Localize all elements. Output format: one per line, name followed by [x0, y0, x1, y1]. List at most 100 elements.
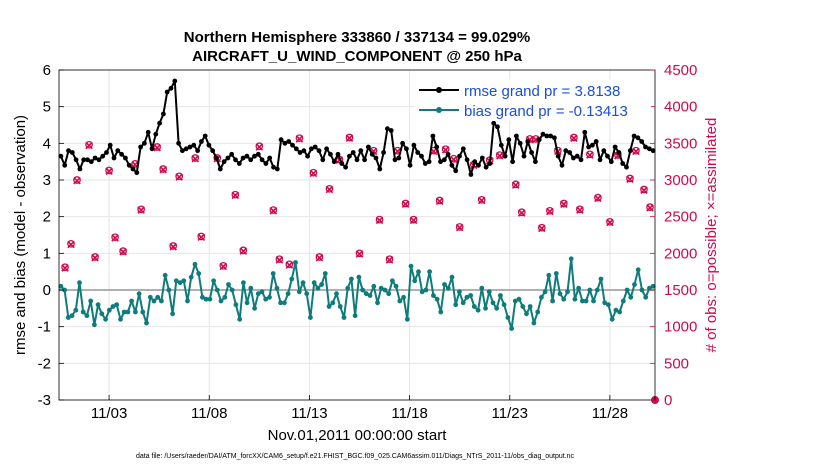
rmse-point — [88, 159, 94, 165]
rmse-point — [422, 161, 428, 166]
rmse-point — [92, 155, 98, 161]
rmse-point — [180, 148, 185, 154]
obs-x-stroke — [255, 143, 264, 151]
bias-point — [434, 296, 440, 302]
obs-x-stroke — [169, 242, 177, 251]
rmse-point — [210, 148, 216, 154]
bias-point — [244, 300, 250, 306]
bias-point — [401, 294, 406, 300]
bias-point — [222, 294, 228, 300]
bias-point — [133, 309, 138, 315]
bias-point — [188, 274, 194, 280]
obs-assimilated-point — [67, 240, 75, 249]
obs-x-stroke — [91, 253, 99, 262]
y-tick-label-5: 2 — [43, 209, 51, 226]
rmse-point — [191, 142, 197, 148]
rmse-point — [464, 157, 470, 163]
obs-x-stroke — [532, 135, 540, 144]
bias-point — [282, 300, 287, 306]
bias-point — [606, 302, 611, 308]
rmse-point — [479, 155, 485, 161]
bias-point — [550, 298, 555, 304]
obs-possible-point — [606, 217, 614, 226]
obs-x-stroke — [606, 218, 614, 227]
bias-point — [252, 305, 257, 311]
obs-assimilated-point — [606, 218, 614, 227]
obs-possible-point — [640, 185, 648, 194]
rmse-point — [142, 140, 147, 146]
obs-possible-point — [269, 206, 278, 214]
obs-assimilated-point — [512, 181, 520, 189]
x-tick-label-5: 11/28 — [592, 405, 628, 422]
rmse-point — [373, 155, 379, 161]
bias-point — [345, 285, 351, 291]
bias-point — [356, 274, 362, 280]
bias-point — [542, 289, 548, 295]
bias-point — [203, 296, 209, 302]
bias-series — [58, 256, 656, 331]
bias-point — [427, 269, 432, 275]
obs-assimilated-point — [477, 196, 486, 205]
obs-possible-point — [85, 140, 93, 149]
bias-point — [445, 285, 451, 291]
rmse-point — [206, 142, 212, 148]
bias-point — [587, 287, 593, 293]
obs-possible-point — [231, 190, 240, 199]
bias-point — [572, 296, 578, 302]
rmse-point — [214, 155, 219, 161]
rmse-point — [233, 157, 238, 163]
rmse-point — [650, 148, 656, 154]
bias-point — [479, 285, 485, 291]
bias-point — [594, 287, 600, 293]
rmse-point — [608, 159, 614, 165]
obs-assimilated-point — [159, 165, 167, 174]
rmse-point — [419, 153, 424, 159]
rmse-point — [574, 153, 580, 159]
bias-point — [233, 302, 239, 308]
bias-point — [490, 300, 496, 306]
obs-x-stroke — [455, 223, 464, 232]
rmse-point — [476, 162, 481, 168]
bias-point — [162, 272, 168, 278]
bias-point — [404, 316, 410, 322]
rmse-point — [377, 166, 383, 172]
rmse-point — [172, 78, 178, 84]
bias-point — [509, 326, 514, 331]
rmse-point — [392, 157, 398, 163]
obs-assimilated-point — [435, 197, 444, 206]
rmse-point — [183, 146, 189, 152]
bias-point — [643, 294, 649, 300]
obs-assimilated-point — [269, 207, 278, 215]
obs-assimilated-point — [646, 204, 654, 212]
bias-point — [598, 276, 604, 282]
obs-x-stroke — [385, 256, 394, 264]
rmse-point — [514, 133, 519, 139]
rmse-point — [441, 157, 447, 163]
obs-x-stroke — [546, 207, 554, 216]
bias-point — [58, 283, 64, 289]
obs-x-stroke — [219, 262, 228, 271]
rmse-point — [536, 137, 542, 143]
rmse-point — [350, 150, 356, 155]
rmse-point — [335, 151, 341, 157]
obs-x-stroke — [632, 147, 640, 156]
bias-point — [192, 261, 198, 267]
obs-assimilated-point — [385, 256, 394, 264]
rmse-point — [445, 151, 451, 157]
obs-assimilated-point — [626, 175, 634, 184]
bias-point — [173, 278, 179, 284]
chart-subtitle: AIRCRAFT_U_WIND_COMPONENT @ 250 hPa — [192, 48, 522, 65]
legend-rmse-marker — [436, 87, 442, 93]
y-tick-label-7: 4 — [43, 135, 51, 152]
bias-point — [349, 276, 354, 282]
obs-assimilated-point — [560, 200, 568, 208]
obs-assimilated-point — [345, 134, 354, 142]
bias-point — [557, 291, 563, 297]
bias-point — [214, 287, 220, 293]
y-tick-label-2: -1 — [38, 319, 51, 336]
bias-point — [386, 291, 392, 297]
bias-point — [289, 276, 295, 282]
rmse-point — [491, 120, 497, 126]
rmse-point — [259, 157, 265, 163]
obs-x-stroke — [295, 135, 304, 143]
